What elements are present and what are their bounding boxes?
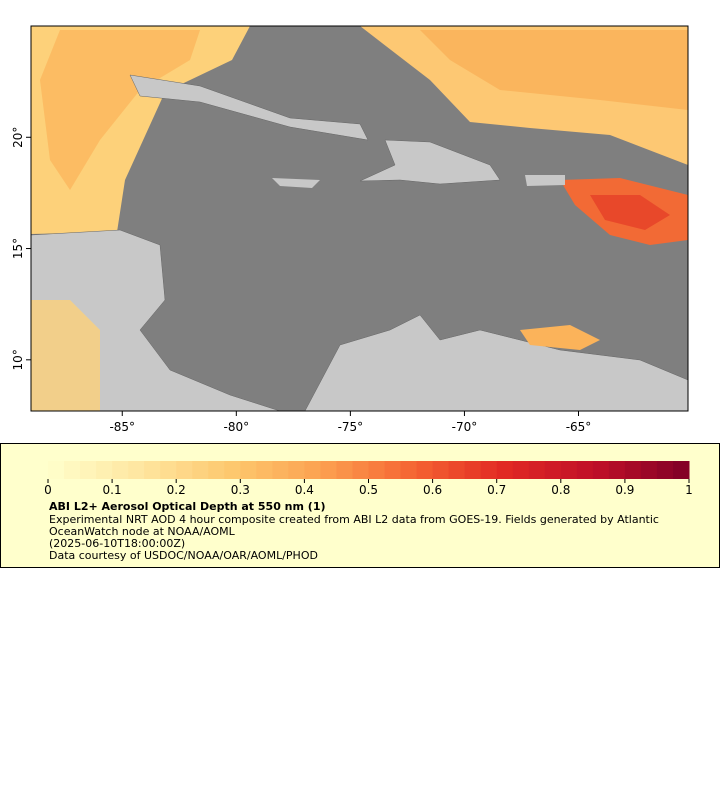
- colorbar-swatch: [496, 461, 514, 479]
- puerto-rico: [525, 175, 565, 186]
- colorbar: 0 0.1 0.2 0.3 0.4 0.5 0.6 0.7 0.8 0.9 1: [44, 461, 693, 497]
- colorbar-swatch: [160, 461, 177, 479]
- aerosol-atlantic-dense: [420, 30, 688, 110]
- colorbar-swatch: [672, 461, 690, 479]
- colorbar-swatch: [512, 461, 530, 479]
- colorbar-swatch: [256, 461, 273, 479]
- colorbar-swatch: [352, 461, 369, 479]
- colorbar-tick-label: 0.6: [423, 483, 442, 497]
- colorbar-tick-label: 0.9: [615, 483, 634, 497]
- legend-title: ABI L2+ Aerosol Optical Depth at 550 nm …: [49, 500, 326, 513]
- aerosol-plume-core: [590, 195, 670, 230]
- colorbar-swatch: [576, 461, 594, 479]
- x-tick-label: -80°: [224, 420, 250, 434]
- colorbar-swatch: [80, 461, 97, 479]
- colorbar-swatch: [368, 461, 386, 479]
- colorbar-swatch: [640, 461, 658, 479]
- legend-credit: Data courtesy of USDOC/NOAA/OAR/AOML/PHO…: [49, 549, 318, 562]
- colorbar-swatch: [128, 461, 145, 479]
- colorbar-swatch: [192, 461, 209, 479]
- colorbar-swatch: [544, 461, 562, 479]
- colorbar-swatch: [624, 461, 642, 479]
- colorbar-swatch: [176, 461, 193, 479]
- colorbar-swatch: [208, 461, 225, 479]
- colorbar-swatch: [48, 461, 65, 479]
- cuba: [129, 74, 369, 141]
- colorbar-tick-label: 0.1: [103, 483, 122, 497]
- colorbar-swatch: [656, 461, 674, 479]
- y-tick-label: 20°: [11, 127, 25, 148]
- colorbar-swatch: [608, 461, 626, 479]
- colorbar-swatch: [480, 461, 498, 479]
- colorbar-swatch: [96, 461, 113, 479]
- colorbar-tick-label: 0.4: [295, 483, 314, 497]
- colorbar-tick-label: 0: [44, 483, 52, 497]
- y-tick-label: 10°: [11, 349, 25, 370]
- map-frame: [30, 25, 689, 412]
- colorbar-swatch: [64, 461, 81, 479]
- jamaica: [272, 178, 320, 188]
- colorbar-swatch: [240, 461, 257, 479]
- colorbar-swatch: [336, 461, 353, 479]
- colorbar-tick-label: 0.5: [359, 483, 378, 497]
- colorbar-tick-label: 0.7: [487, 483, 506, 497]
- colorbar-swatch: [144, 461, 161, 479]
- y-tick-label: 15°: [11, 238, 25, 259]
- colorbar-swatch: [384, 461, 402, 479]
- colorbar-tick-label: 0.2: [167, 483, 186, 497]
- colorbar-swatch: [112, 461, 129, 479]
- colorbar-swatch: [464, 461, 482, 479]
- legend-description: Experimental NRT AOD 4 hour composite cr…: [49, 513, 659, 538]
- colorbar-swatch: [560, 461, 578, 479]
- colorbar-swatch: [272, 461, 289, 479]
- x-tick-label: -70°: [452, 420, 478, 434]
- aerosol-south: [520, 325, 600, 350]
- hispaniola: [359, 139, 501, 185]
- colorbar-swatch: [432, 461, 450, 479]
- colorbar-tick-label: 1: [685, 483, 693, 497]
- colorbar-swatch: [224, 461, 241, 479]
- aerosol-pacific: [31, 300, 100, 411]
- x-tick-label: -85°: [109, 420, 135, 434]
- colorbar-swatch: [288, 461, 305, 479]
- colorbar-swatch: [304, 461, 321, 479]
- legend: 0 0.1 0.2 0.3 0.4 0.5 0.6 0.7 0.8 0.9 1 ABI L2+ Ae…: [0, 443, 720, 568]
- x-tick-label: -65°: [566, 420, 592, 434]
- map: -85° -80° -75° -70° -65° 10° 15° 20°: [11, 25, 689, 434]
- legend-time: (2025-06-10T18:00:00Z): [49, 537, 186, 550]
- colorbar-swatch: [320, 461, 337, 479]
- colorbar-swatch: [448, 461, 466, 479]
- colorbar-swatch: [592, 461, 610, 479]
- colorbar-tick-label: 0.3: [231, 483, 250, 497]
- x-tick-label: -75°: [338, 420, 364, 434]
- aerosol-west-dense: [40, 30, 200, 190]
- colorbar-tick-label: 0.8: [551, 483, 570, 497]
- colorbar-swatch: [528, 461, 546, 479]
- colorbar-swatch: [400, 461, 418, 479]
- colorbar-swatch: [416, 461, 434, 479]
